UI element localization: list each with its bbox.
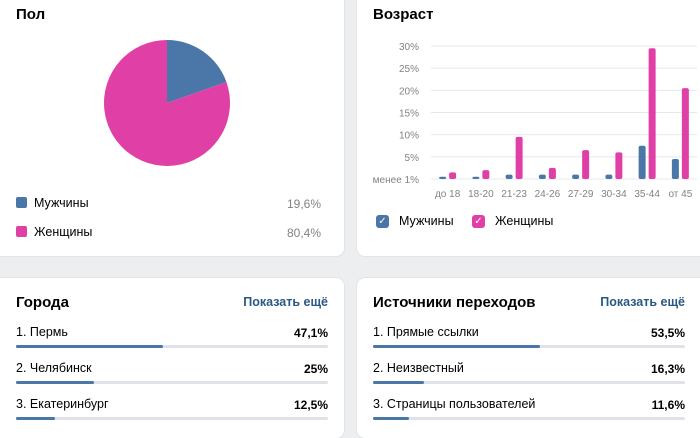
legend-female-checkbox-label: Женщины <box>495 214 554 228</box>
age-bar-male[interactable] <box>472 176 480 179</box>
x-tick-label: 27-29 <box>568 189 594 200</box>
source-row-2-bar <box>373 381 685 384</box>
source-row-3-label: 3. Страницы пользователей <box>373 397 536 411</box>
x-tick-label: 21-23 <box>501 189 527 200</box>
age-bar-male[interactable] <box>538 174 546 179</box>
x-tick-label: 35-44 <box>634 189 660 200</box>
y-tick-label: 15% <box>399 109 419 120</box>
x-tick-label: от 45 <box>668 189 692 200</box>
y-tick-label: 25% <box>399 64 419 75</box>
age-bar-chart: менее 1% 5% 10% 15% 20% 25% 30% до 18 18-20 21-23… <box>373 42 697 200</box>
age-bar-male[interactable] <box>671 159 679 179</box>
gender-title: Пол <box>16 6 46 23</box>
source-row-1-bar-fill <box>373 345 540 348</box>
age-bar-female[interactable] <box>449 172 457 179</box>
cities-card: Города Показать ещё 1. Пермь 47,1% 2. Че… <box>0 278 344 438</box>
cities-show-more-link[interactable]: Показать ещё <box>243 295 328 309</box>
gender-pie-chart <box>104 40 230 166</box>
legend-male-checkbox-label: Мужчины <box>399 214 454 228</box>
legend-female-swatch <box>16 226 27 237</box>
city-row-3-value: 12,5% <box>293 398 328 412</box>
legend-female-label: Женщины <box>34 225 93 239</box>
city-row-3-label: 3. Екатеринбург <box>16 397 109 411</box>
source-row-3-bar <box>373 417 685 420</box>
city-row-1-label: 1. Пермь <box>16 325 68 339</box>
sources-card: Источники переходов Показать ещё 1. Прям… <box>357 278 700 438</box>
legend-female: Женщины <box>16 225 92 239</box>
age-bar-female[interactable] <box>582 150 590 179</box>
age-title: Возраст <box>373 6 434 23</box>
legend-male-label: Мужчины <box>34 196 89 210</box>
age-bar-female[interactable] <box>648 48 656 179</box>
y-tick-label: 20% <box>399 86 419 97</box>
age-bar-female[interactable] <box>681 88 689 179</box>
y-tick-label: 10% <box>399 131 419 142</box>
x-tick-label: 24-26 <box>535 189 561 200</box>
age-bar-female[interactable] <box>482 170 490 179</box>
age-bar-male[interactable] <box>605 174 613 179</box>
y-tick-label: 30% <box>399 42 419 53</box>
y-tick-label: менее 1% <box>373 175 419 186</box>
y-tick-label: 5% <box>405 153 420 164</box>
legend-female-value: 80,4% <box>286 226 321 240</box>
source-row-1-label: 1. Прямые ссылки <box>373 325 479 339</box>
legend-male: Мужчины <box>16 196 89 210</box>
age-bar-female[interactable] <box>615 152 623 179</box>
source-row-1-bar <box>373 345 685 348</box>
city-row-2-label: 2. Челябинск <box>16 361 92 375</box>
city-row-3-bar <box>16 417 328 420</box>
legend-male-checkbox[interactable]: ✓ <box>376 215 389 228</box>
age-bar-male[interactable] <box>572 174 580 179</box>
source-row-2-bar-fill <box>373 381 424 384</box>
x-tick-label: 18-20 <box>468 189 494 200</box>
city-row-1-bar-fill <box>16 345 163 348</box>
city-row-3-bar-fill <box>16 417 55 420</box>
source-row-3-value: 11,6% <box>651 398 685 412</box>
city-row-1-bar <box>16 345 328 348</box>
source-row-2-value: 16,3% <box>650 362 685 376</box>
gender-card: Пол Мужчины 19,6% Женщины 80,4% <box>0 0 344 256</box>
age-bar-female[interactable] <box>548 167 556 179</box>
source-row-3-bar-fill <box>373 417 410 420</box>
legend-male-value: 19,6% <box>286 197 321 211</box>
city-row-2-bar-fill <box>16 381 94 384</box>
x-tick-label: до 18 <box>435 189 461 200</box>
age-card: Возраст менее 1% 5% 10% 15% 20% 25% 30% до 18 18… <box>357 0 700 256</box>
age-bar-male[interactable] <box>439 176 447 179</box>
source-row-2-label: 2. Неизвестный <box>373 361 464 375</box>
city-row-1-value: 47,1% <box>293 326 328 340</box>
source-row-1-value: 53,5% <box>650 326 685 340</box>
pie-slice-female[interactable] <box>104 40 230 166</box>
city-row-2-value: 25% <box>303 362 328 376</box>
cities-title: Города <box>16 294 69 311</box>
pie-slice-male[interactable] <box>167 40 227 103</box>
age-bar-female[interactable] <box>515 136 523 179</box>
legend-male-swatch <box>16 197 27 208</box>
x-tick-label: 30-34 <box>601 189 627 200</box>
legend-female-checkbox[interactable]: ✓ <box>472 215 485 228</box>
age-bar-male[interactable] <box>505 174 513 179</box>
city-row-2-bar <box>16 381 328 384</box>
sources-title: Источники переходов <box>373 294 536 311</box>
sources-show-more-link[interactable]: Показать ещё <box>600 295 685 309</box>
age-bar-male[interactable] <box>638 145 646 179</box>
